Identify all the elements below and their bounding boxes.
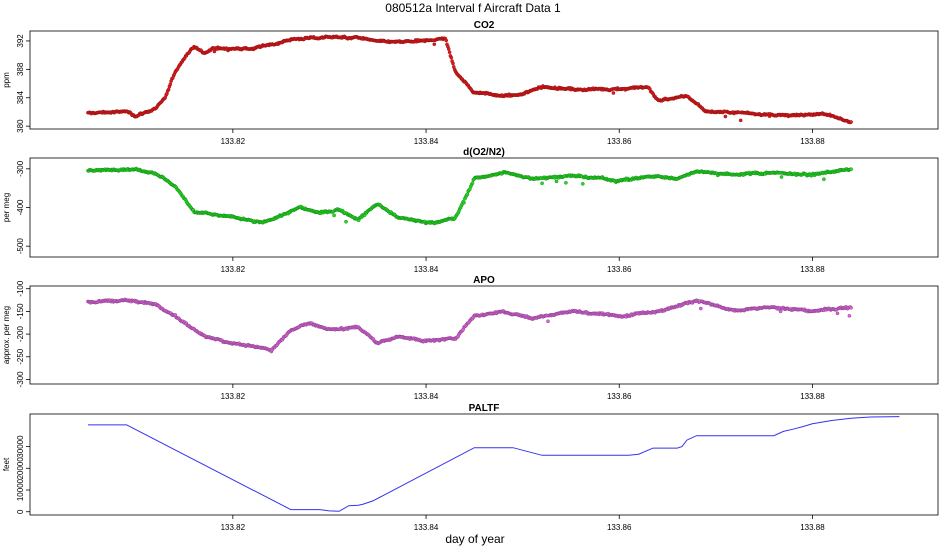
co2-point — [166, 87, 171, 92]
do2n2-x-tick-label: 133.88 — [800, 265, 825, 274]
co2-point — [432, 42, 437, 47]
co2-x-tick-label: 133.82 — [221, 137, 246, 146]
apo-y-axis-label: approx. per meg — [2, 306, 11, 364]
co2-frame — [29, 30, 939, 130]
do2n2-panel: d(O2/N2) per meg 133.82 133.84 133.86 133.88 -… — [2, 147, 939, 274]
co2-panel: CO2 ppm 133.82 133.84 133.86 133.88 380 384 388 3… — [2, 20, 939, 146]
do2n2-series — [86, 166, 853, 226]
apo-frame — [29, 285, 939, 385]
paltf-y-tick-label: 0 — [16, 509, 25, 514]
paltf-x-tick-label: 133.82 — [221, 523, 246, 532]
do2n2-point — [581, 181, 585, 186]
apo-series — [86, 297, 853, 354]
apo-y-tick-label: -200 — [16, 326, 25, 343]
paltf-y-tick-label: 10000 — [16, 478, 25, 501]
co2-point — [447, 50, 452, 55]
co2-point — [451, 61, 455, 66]
x-axis-label: day of year — [445, 532, 504, 546]
co2-y-tick-label: 384 — [16, 91, 25, 105]
co2-y-tick-label: 380 — [16, 119, 25, 133]
paltf-line — [88, 416, 900, 512]
do2n2-y-tick-label: -400 — [16, 199, 25, 216]
do2n2-point — [779, 175, 784, 179]
do2n2-point — [554, 179, 559, 184]
apo-point — [849, 305, 853, 310]
do2n2-point — [462, 200, 466, 205]
do2n2-title: d(O2/N2) — [463, 147, 505, 158]
do2n2-point — [344, 219, 348, 224]
paltf-title: PALTF — [469, 403, 500, 414]
apo-point — [778, 309, 783, 314]
co2-x-tick-label: 133.88 — [800, 137, 825, 146]
co2-point — [611, 91, 616, 95]
apo-x-tick-label: 133.88 — [800, 392, 825, 401]
paltf-y-tick-label: 20000 — [16, 457, 25, 480]
co2-point — [168, 82, 173, 87]
paltf-y-axis-label: feet — [2, 457, 11, 471]
paltf-x-tick-label: 133.86 — [607, 523, 632, 532]
do2n2-point — [465, 192, 470, 197]
co2-point — [738, 118, 743, 123]
apo-y-tick-label: -100 — [16, 280, 25, 297]
paltf-frame — [29, 413, 939, 516]
do2n2-x-tick-label: 133.84 — [414, 265, 439, 274]
paltf-x-tick-label: 133.88 — [800, 523, 825, 532]
apo-y-tick-label: -250 — [16, 348, 25, 365]
apo-point — [699, 306, 703, 311]
paltf-panel: PALTF feet 133.82 133.84 133.86 133.88 0 100002… — [2, 403, 939, 532]
apo-y-tick-label: -300 — [16, 371, 25, 388]
paltf-series — [88, 416, 900, 512]
do2n2-point — [849, 167, 853, 171]
co2-point — [449, 55, 454, 60]
co2-x-tick-label: 133.86 — [607, 137, 632, 146]
co2-title: CO2 — [474, 20, 495, 31]
co2-series — [86, 34, 853, 125]
apo-panel: APO approx. per meg 133.82 133.84 133.86 133.… — [2, 275, 939, 401]
apo-title: APO — [473, 275, 495, 286]
apo-point — [546, 319, 550, 324]
co2-point — [723, 114, 728, 119]
co2-y-axis-label: ppm — [2, 72, 11, 88]
co2-point — [444, 38, 449, 43]
do2n2-y-tick-label: -500 — [16, 238, 25, 255]
apo-point — [835, 311, 840, 316]
do2n2-point — [822, 177, 826, 181]
figure-title: 080512a Interval f Aircraft Data 1 — [385, 1, 561, 15]
do2n2-x-tick-label: 133.82 — [221, 265, 246, 274]
do2n2-x-tick-label: 133.86 — [607, 265, 632, 274]
apo-x-tick-label: 133.84 — [414, 392, 439, 401]
apo-x-tick-label: 133.82 — [221, 392, 246, 401]
do2n2-point — [540, 181, 544, 186]
do2n2-point — [470, 181, 475, 185]
co2-point — [849, 120, 853, 124]
co2-x-tick-label: 133.84 — [414, 137, 439, 146]
do2n2-point — [564, 180, 568, 185]
apo-y-tick-label: -150 — [16, 303, 25, 320]
co2-point — [212, 49, 217, 54]
apo-x-tick-label: 133.86 — [607, 392, 632, 401]
apo-point — [847, 313, 852, 318]
paltf-y-tick-label: 30000 — [16, 435, 25, 458]
do2n2-point — [332, 213, 336, 218]
co2-point — [446, 47, 451, 51]
paltf-x-tick-label: 133.84 — [414, 523, 439, 532]
co2-y-tick-label: 388 — [16, 62, 25, 76]
co2-y-tick-label: 392 — [16, 34, 25, 48]
do2n2-y-tick-label: -300 — [16, 160, 25, 177]
panels: CO2 ppm 133.82 133.84 133.86 133.88 380 384 388 3… — [2, 20, 939, 532]
do2n2-y-axis-label: per meg — [2, 193, 11, 222]
